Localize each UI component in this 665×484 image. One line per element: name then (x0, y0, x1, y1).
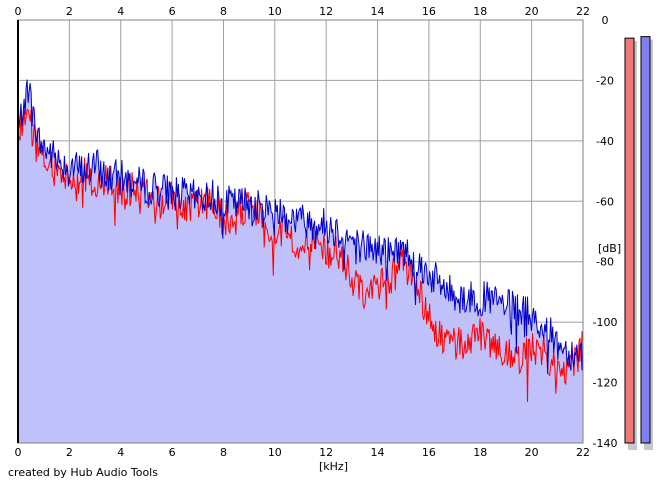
x-axis-unit: [kHz] (319, 460, 348, 473)
x-tick-label-bottom: 4 (117, 446, 124, 459)
x-tick-labels-bottom: 0 2 4 6 8 10 12 14 16 18 20 22 (15, 446, 591, 459)
y-tick-label: -60 (596, 195, 614, 208)
plot-frame (17, 19, 584, 444)
series-blue-line (17, 79, 584, 374)
x-tick-label-top: 10 (268, 5, 282, 18)
y-tick-label: -20 (596, 74, 614, 87)
x-tick-label-top: 0 (15, 5, 22, 18)
x-tick-label-top: 12 (319, 5, 333, 18)
y-tick-label: -80 (596, 256, 614, 269)
y-tick-label: 0 (602, 14, 609, 27)
y-tick-labels: 0 -20 -40 -60 -80 -100 -120 -140 (593, 14, 618, 450)
x-tick-label-bottom: 20 (525, 446, 539, 459)
x-tick-label-bottom: 2 (66, 446, 73, 459)
x-tick-label-top: 8 (220, 5, 227, 18)
left-channel-meter (624, 37, 635, 444)
x-tick-label-top: 4 (117, 5, 124, 18)
x-tick-label-bottom: 16 (422, 446, 436, 459)
x-tick-label-bottom: 10 (268, 446, 282, 459)
x-tick-label-bottom: 18 (473, 446, 487, 459)
y-tick-label: -100 (593, 316, 618, 329)
x-tick-label-top: 18 (473, 5, 487, 18)
y-tick-label: -40 (596, 135, 614, 148)
x-tick-label-top: 20 (525, 5, 539, 18)
x-tick-label-top: 16 (422, 5, 436, 18)
x-tick-label-top: 22 (576, 5, 590, 18)
y-tick-label: -120 (593, 377, 618, 390)
y-tick-label: -140 (593, 437, 618, 450)
x-tick-label-bottom: 22 (576, 446, 590, 459)
right-channel-meter (640, 36, 651, 444)
x-tick-label-bottom: 14 (371, 446, 385, 459)
x-tick-label-top: 6 (169, 5, 176, 18)
x-tick-label-top: 14 (371, 5, 385, 18)
x-tick-label-top: 2 (66, 5, 73, 18)
x-tick-label-bottom: 8 (220, 446, 227, 459)
y-axis-unit: [dB] (598, 242, 621, 255)
x-tick-label-bottom: 12 (319, 446, 333, 459)
x-tick-label-bottom: 0 (15, 446, 22, 459)
credit-text: created by Hub Audio Tools (8, 466, 158, 479)
level-meters (624, 36, 653, 450)
spectrum-fill-area (18, 79, 583, 443)
x-tick-label-bottom: 6 (169, 446, 176, 459)
x-tick-labels-top: 0 2 4 6 8 10 12 14 16 18 20 22 (15, 5, 591, 18)
series-red-line (17, 108, 584, 403)
